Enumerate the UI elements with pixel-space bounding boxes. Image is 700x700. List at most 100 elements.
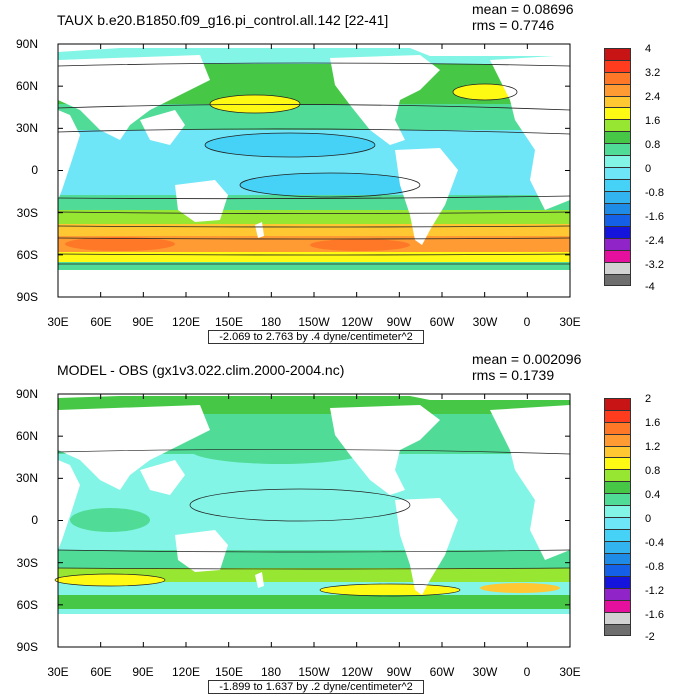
lon-label: 30E: [47, 665, 69, 679]
colorbar-label: 1.2: [645, 441, 661, 453]
colorbar-swatch: [604, 576, 631, 589]
asia-se: [140, 460, 185, 495]
sh-midlat: [58, 550, 570, 570]
npac-patch: [190, 436, 370, 464]
colorbar: [604, 48, 631, 286]
colorbar-swatch: [604, 71, 631, 84]
contour-range-label: -2.069 to 2.763 by .4 dyne/centimeter^2: [208, 330, 424, 344]
south-america: [395, 498, 458, 595]
colorbar-swatch: [604, 83, 631, 96]
colorbar-label: -3.2: [645, 259, 664, 271]
colorbar-swatch: [604, 612, 631, 624]
colorbar-swatch: [604, 143, 631, 156]
mean-value: mean = 0.08696: [472, 1, 574, 17]
colorbar-label: 2: [645, 393, 652, 405]
south-america: [395, 148, 458, 245]
colorbar-swatch: [604, 457, 631, 470]
colorbar-label: -2: [645, 631, 655, 643]
lon-label: 30E: [47, 315, 69, 329]
lat-label: 0: [31, 163, 38, 177]
colorbar-swatch: [604, 48, 631, 60]
lon-label: 30E: [559, 665, 581, 679]
lon-label: 30W: [472, 665, 498, 679]
map-canvas: [57, 43, 571, 298]
lat-label: 30N: [15, 121, 38, 135]
colorbar-swatch: [604, 564, 631, 577]
lon-label: 60E: [90, 315, 112, 329]
colorbar-swatch: [604, 516, 631, 529]
lon-label: 30W: [472, 315, 498, 329]
colorbar-swatch: [604, 433, 631, 446]
colorbar-swatch: [604, 262, 631, 274]
lon-label: 150E: [214, 665, 244, 679]
colorbar-label: 0.8: [645, 465, 661, 477]
colorbar-label: 1.6: [645, 115, 661, 127]
colorbar-label: -4: [645, 281, 655, 293]
lon-label: 150W: [298, 665, 330, 679]
sh-max-indian: [55, 574, 165, 586]
colorbar-label: 3.2: [645, 67, 661, 79]
lat-label: 60N: [15, 429, 38, 443]
colorbar-label: 1.6: [645, 417, 661, 429]
lat-label: 60N: [15, 79, 38, 93]
colorbar-label: -1.2: [645, 585, 664, 597]
contour-lines: [54, 449, 571, 597]
colorbar-swatch: [604, 166, 631, 179]
lon-label: 150W: [298, 315, 330, 329]
lat-label: 30S: [16, 206, 38, 220]
lat-label: 0: [31, 513, 38, 527]
colorbar-label: 2.4: [645, 91, 661, 103]
sh-max-east: [480, 583, 560, 593]
colorbar-swatch: [604, 214, 631, 227]
colorbar-swatch: [604, 552, 631, 565]
lon-label: 150E: [214, 315, 244, 329]
lon-label: 180: [260, 665, 282, 679]
colorbar-swatch: [604, 588, 631, 601]
lon-label: 120W: [341, 665, 373, 679]
colorbar-swatch: [604, 469, 631, 482]
colorbar-label: -0.8: [645, 187, 664, 199]
colorbar-label: 0: [645, 163, 652, 175]
lat-label: 30S: [16, 556, 38, 570]
colorbar-swatch: [604, 131, 631, 144]
land-masks: [58, 44, 570, 297]
westerly-max-indian: [65, 237, 175, 251]
westerly-max-pacific: [310, 239, 410, 251]
north-america: [330, 55, 440, 145]
colorbar-swatch: [604, 528, 631, 541]
top-map-panel: TAUX b.e20.B1850.f09_g16.pi_control.all.…: [15, 1, 664, 344]
colorbar-label: -1.6: [645, 211, 664, 223]
lon-label: 90E: [132, 665, 154, 679]
antarctica: [58, 270, 570, 297]
new-zealand: [255, 222, 264, 238]
colorbar-swatch: [604, 202, 631, 215]
colorbar-swatch: [604, 623, 631, 636]
map-title: TAUX b.e20.B1850.f09_g16.pi_control.all.…: [57, 12, 389, 28]
tropical-patch-ind: [70, 508, 150, 532]
lat-label: 60S: [16, 598, 38, 612]
lon-label: 60W: [429, 665, 455, 679]
colorbar-swatch: [604, 107, 631, 120]
band-sh-westerly-mid: [58, 224, 570, 238]
colorbar-swatch: [604, 273, 631, 286]
colorbar-label: -2.4: [645, 235, 664, 247]
lon-label: 0: [523, 315, 531, 329]
map-title: MODEL - OBS (gx1v3.022.clim.2000-2004.nc…: [57, 362, 345, 378]
sh-westerly: [58, 568, 570, 582]
colorbar-swatch: [604, 190, 631, 203]
colorbar: [604, 398, 631, 636]
australia: [175, 180, 228, 222]
antarctica: [58, 614, 570, 647]
colorbar-swatch: [604, 398, 631, 410]
map-canvas: [54, 393, 571, 648]
lon-label: 0: [523, 665, 531, 679]
eurasia-east: [58, 55, 210, 140]
lat-label: 30N: [15, 471, 38, 485]
lat-label: 60S: [16, 248, 38, 262]
lon-label: 90W: [386, 315, 412, 329]
colorbar-swatch: [604, 421, 631, 434]
colorbar-label: 4: [645, 43, 652, 55]
bottom-map-panel: MODEL - OBS (gx1v3.022.clim.2000-2004.nc…: [0, 350, 700, 700]
asia-se: [140, 110, 185, 145]
colorbar-label: -0.4: [645, 537, 664, 549]
